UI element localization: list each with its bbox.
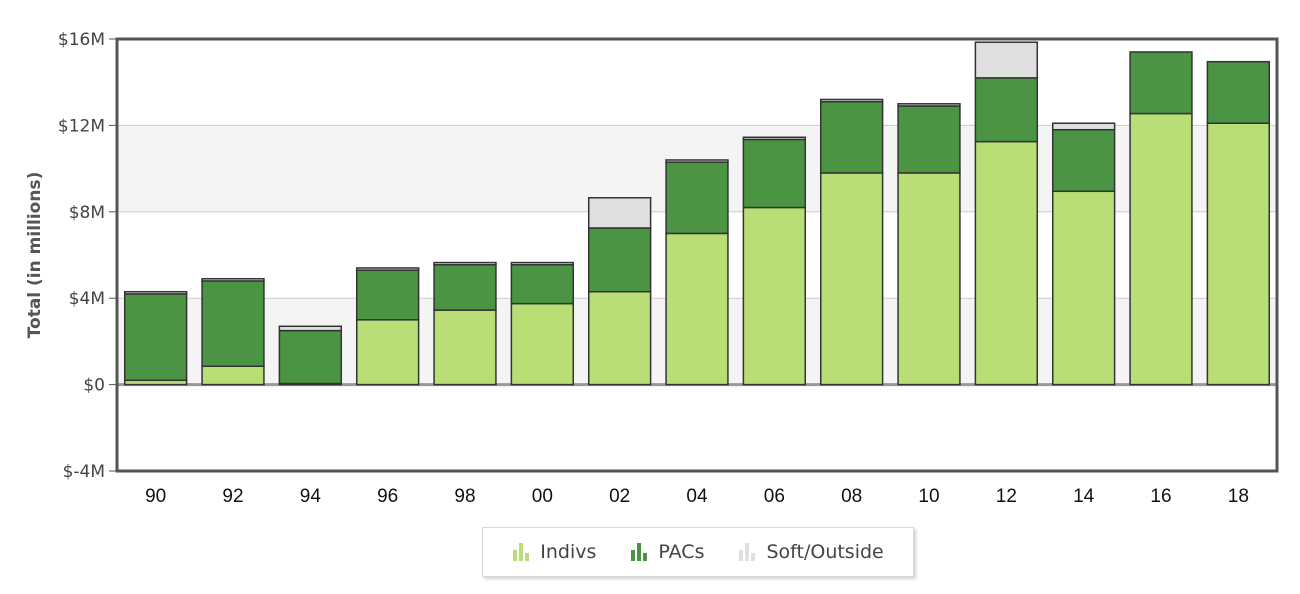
x-tick-label: 14 bbox=[1073, 486, 1095, 507]
x-tick-label: 10 bbox=[918, 486, 939, 507]
bar-segment-soft-outside bbox=[587, 197, 652, 229]
bar-segment-soft-outside bbox=[1051, 122, 1116, 131]
bar-segment-soft-outside bbox=[278, 325, 343, 332]
y-tick-label: $-4M bbox=[63, 462, 105, 482]
bar-segment-indivs bbox=[510, 302, 575, 386]
bar-segment-soft-outside bbox=[742, 136, 807, 141]
bar-segment-indivs bbox=[1051, 190, 1116, 386]
legend-item-soft-outside[interactable]: Soft/Outside bbox=[738, 541, 884, 563]
y-axis-label: Total (in millions) bbox=[25, 172, 45, 339]
x-tick-label: 00 bbox=[532, 486, 553, 507]
bar-segment-pacs bbox=[510, 263, 575, 305]
x-tick-label: 18 bbox=[1228, 486, 1249, 507]
x-tick-label: 16 bbox=[1150, 486, 1171, 507]
legend-item-indivs[interactable]: Indivs bbox=[512, 541, 596, 563]
y-axis-ticks: $-4M $0 $4M $8M $12M $16M bbox=[58, 30, 117, 482]
bar-segment-pacs bbox=[123, 293, 188, 382]
bar-segment-indivs bbox=[587, 290, 652, 386]
y-tick-label: $12M bbox=[58, 116, 105, 136]
bar-segment-indivs bbox=[201, 365, 265, 386]
bar-segment-indivs bbox=[355, 319, 420, 386]
bar-segment-pacs bbox=[201, 280, 265, 367]
bar-segment-pacs bbox=[1206, 60, 1271, 124]
y-tick-label: $0 bbox=[83, 376, 105, 396]
x-tick-label: 02 bbox=[609, 486, 630, 507]
bar-chart-icon bbox=[739, 543, 756, 561]
bar-chart-icon bbox=[631, 543, 648, 561]
plot-frame bbox=[115, 37, 1279, 473]
x-tick-label: 06 bbox=[764, 486, 785, 507]
bar-segment-soft-outside bbox=[433, 261, 497, 266]
x-tick-label: 92 bbox=[222, 486, 243, 507]
bar-segment-pacs bbox=[587, 227, 652, 293]
bar-chart-icon bbox=[513, 543, 530, 561]
bar-segment-pacs bbox=[1129, 51, 1193, 115]
x-tick-label: 98 bbox=[454, 486, 475, 507]
x-tick-label: 04 bbox=[686, 486, 708, 507]
bar-segment-indivs bbox=[819, 172, 884, 386]
bar-segment-soft-outside bbox=[123, 290, 188, 295]
bar-segment-pacs bbox=[897, 105, 961, 174]
plot-border bbox=[115, 37, 1279, 473]
legend-label-indivs: Indivs bbox=[540, 541, 597, 563]
bar-segment-indivs bbox=[1129, 112, 1193, 386]
bar-segment-indivs bbox=[897, 172, 961, 386]
bar-segment-indivs bbox=[665, 232, 729, 386]
bar-segment-pacs bbox=[433, 263, 497, 311]
legend-label-pacs: PACs bbox=[658, 541, 705, 563]
bar-segment-pacs bbox=[819, 100, 884, 174]
y-tick-label: $16M bbox=[58, 30, 105, 50]
bar-segment-soft-outside bbox=[897, 103, 961, 107]
bar-segment-indivs bbox=[1206, 122, 1271, 386]
bar-segment-pacs bbox=[665, 161, 729, 235]
legend-label-soft-outside: Soft/Outside bbox=[766, 541, 884, 563]
bar-segment-pacs bbox=[1051, 128, 1116, 193]
bar-segment-soft-outside bbox=[819, 98, 884, 103]
bar-segment-soft-outside bbox=[974, 41, 1039, 79]
chart-legend: Indivs PACs Soft/Outside bbox=[482, 527, 914, 577]
bar-segment-soft-outside bbox=[201, 278, 265, 282]
x-tick-label: 12 bbox=[996, 486, 1017, 507]
x-tick-label: 08 bbox=[841, 486, 862, 507]
bar-segment-indivs bbox=[742, 206, 807, 386]
bar-segment-soft-outside bbox=[510, 261, 575, 266]
bar-segment-soft-outside bbox=[355, 267, 420, 271]
stacked-bar-chart: $-4M $0 $4M $8M $12M $16M 90 92 94 96 98 00 02 04 06 0… bbox=[25, 30, 1279, 507]
x-axis-ticks: 90 92 94 96 98 00 02 04 06 08 10 12 14 16 18 bbox=[145, 486, 1249, 507]
bar-segment-pacs bbox=[355, 269, 420, 321]
bar-segment-soft-outside bbox=[665, 159, 729, 163]
bar-segment-pacs bbox=[278, 329, 343, 385]
x-tick-label: 90 bbox=[145, 486, 166, 507]
y-tick-label: $4M bbox=[69, 289, 105, 309]
bar-segment-indivs bbox=[433, 309, 497, 386]
bar-segment-pacs bbox=[974, 77, 1039, 143]
y-tick-label: $8M bbox=[69, 203, 105, 223]
x-tick-label: 94 bbox=[300, 486, 322, 507]
legend-item-pacs[interactable]: PACs bbox=[630, 541, 704, 563]
x-tick-label: 96 bbox=[377, 486, 398, 507]
bar-group bbox=[123, 41, 1271, 386]
bar-segment-pacs bbox=[742, 138, 807, 209]
bar-segment-indivs bbox=[974, 140, 1039, 386]
